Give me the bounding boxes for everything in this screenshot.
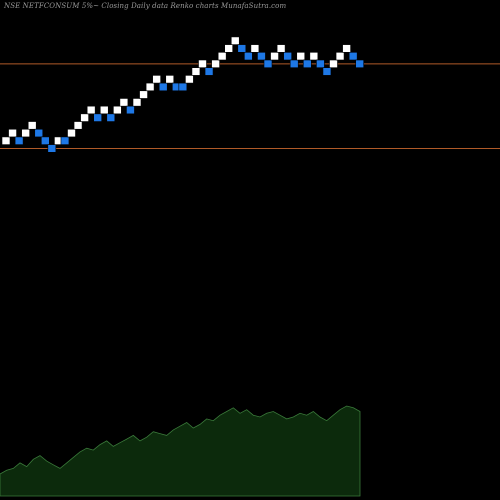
up-brick-20 — [132, 98, 142, 107]
down-brick-6 — [40, 136, 50, 145]
down-brick-7 — [47, 144, 57, 153]
renko-bricks — [1, 36, 365, 153]
up-brick-10 — [67, 128, 76, 138]
down-brick-48 — [316, 59, 325, 68]
up-brick-12 — [80, 113, 89, 122]
up-brick-17 — [113, 105, 122, 115]
up-brick-34 — [224, 44, 233, 53]
up-brick-21 — [139, 90, 148, 99]
volume-area-path — [0, 405, 361, 497]
volume-area — [0, 405, 361, 497]
up-brick-28 — [185, 75, 194, 84]
down-brick-5 — [34, 128, 44, 138]
up-brick-1 — [8, 128, 17, 138]
up-brick-0 — [1, 136, 11, 145]
up-brick-41 — [270, 52, 279, 61]
down-brick-9 — [60, 136, 70, 145]
down-brick-24 — [158, 82, 168, 92]
up-brick-4 — [27, 121, 37, 130]
up-brick-13 — [86, 105, 96, 115]
up-brick-11 — [73, 121, 83, 130]
up-brick-42 — [276, 44, 286, 53]
down-brick-16 — [106, 113, 116, 122]
chart-title: NSE NETFCONSUM 5%~ Closing Daily data Re… — [4, 2, 287, 10]
down-brick-14 — [93, 113, 102, 122]
up-brick-18 — [119, 98, 129, 107]
down-brick-53 — [348, 52, 358, 61]
up-brick-33 — [217, 52, 227, 61]
horizontal-lines — [0, 63, 500, 149]
up-brick-51 — [335, 52, 345, 61]
down-brick-40 — [263, 59, 273, 68]
down-brick-39 — [257, 52, 266, 61]
down-brick-37 — [244, 52, 253, 61]
down-brick-27 — [178, 82, 188, 92]
up-brick-32 — [211, 59, 220, 68]
up-brick-22 — [145, 82, 155, 92]
up-brick-25 — [165, 75, 175, 84]
down-brick-43 — [283, 52, 292, 61]
up-brick-29 — [191, 67, 201, 76]
up-brick-52 — [342, 44, 351, 53]
up-brick-47 — [309, 52, 319, 61]
up-brick-38 — [250, 44, 260, 53]
down-brick-44 — [289, 59, 299, 68]
up-brick-50 — [329, 59, 338, 68]
down-brick-31 — [204, 67, 214, 76]
up-brick-30 — [198, 59, 207, 68]
up-brick-23 — [152, 75, 161, 84]
down-brick-19 — [126, 105, 135, 115]
up-brick-45 — [296, 52, 306, 61]
down-brick-49 — [322, 67, 332, 76]
up-brick-3 — [21, 128, 30, 138]
down-brick-2 — [14, 136, 24, 145]
up-brick-15 — [99, 105, 109, 115]
up-brick-35 — [230, 36, 240, 45]
down-brick-36 — [237, 44, 247, 53]
down-brick-46 — [302, 59, 312, 68]
down-brick-54 — [355, 59, 365, 68]
